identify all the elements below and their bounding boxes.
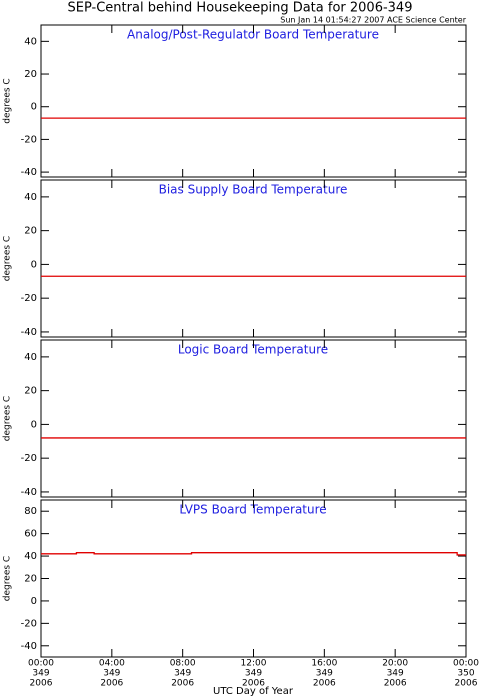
x-tick-label: 2006 <box>455 679 478 689</box>
chart-subtitle: Sun Jan 14 01:54:27 2007 ACE Science Cen… <box>280 16 466 25</box>
plot-frame <box>40 499 467 658</box>
x-tick-label: 20:00 <box>382 659 408 669</box>
y-tick-label: 40 <box>24 551 37 562</box>
x-axis-label: UTC Day of Year <box>213 686 294 697</box>
x-tick-label: 04:00 <box>99 659 125 669</box>
data-line <box>41 552 466 556</box>
panel-title: Bias Supply Board Temperature <box>159 183 348 197</box>
x-tick-label: 08:00 <box>170 659 196 669</box>
plot-frame <box>40 339 467 498</box>
x-tick-label: 349 <box>245 669 262 679</box>
x-tick-label: 2006 <box>242 679 265 689</box>
y-tick-label: -20 <box>21 134 37 145</box>
y-axis-label: degrees C <box>3 396 13 441</box>
chart-title: SEP-Central behind Housekeeping Data for… <box>68 1 413 16</box>
x-tick-label: 350 <box>457 669 474 679</box>
plot-frame <box>40 24 467 178</box>
y-tick-label: 20 <box>24 386 37 397</box>
panel-title: Analog/Post-Regulator Board Temperature <box>127 28 379 42</box>
y-tick-label: 0 <box>31 259 37 270</box>
y-tick-label: -20 <box>21 293 37 304</box>
panel-title: Logic Board Temperature <box>178 343 328 357</box>
y-tick-label: 40 <box>24 352 37 363</box>
y-tick-label: 40 <box>24 192 37 203</box>
y-tick-label: 40 <box>24 36 37 47</box>
x-tick-label: 2006 <box>100 679 123 689</box>
y-tick-label: 0 <box>31 102 37 113</box>
x-tick-label: 16:00 <box>311 659 337 669</box>
x-tick-label: 2006 <box>313 679 336 689</box>
x-tick-label: 349 <box>316 669 333 679</box>
y-tick-label: -40 <box>21 167 37 178</box>
x-tick-label: 349 <box>32 669 49 679</box>
y-tick-label: 20 <box>24 574 37 585</box>
y-tick-label: 0 <box>31 419 37 430</box>
x-tick-label: 2006 <box>171 679 194 689</box>
y-tick-label: -40 <box>21 327 37 338</box>
y-axis-label: degrees C <box>3 556 13 601</box>
panel-title: LVPS Board Temperature <box>179 503 326 517</box>
y-tick-label: -40 <box>21 487 37 498</box>
y-axis-label: degrees C <box>3 236 13 281</box>
x-tick-label: 349 <box>103 669 120 679</box>
y-axis-label: degrees C <box>3 78 13 123</box>
y-tick-label: 80 <box>24 506 37 517</box>
x-tick-label: 12:00 <box>241 659 267 669</box>
y-tick-label: 60 <box>24 529 37 540</box>
x-tick-label: 349 <box>387 669 404 679</box>
x-tick-label: 349 <box>174 669 191 679</box>
y-tick-label: -20 <box>21 618 37 629</box>
x-tick-label: 00:00 <box>28 659 54 669</box>
y-tick-label: 20 <box>24 226 37 237</box>
y-tick-label: -20 <box>21 453 37 464</box>
x-tick-label: 00:00 <box>453 659 479 669</box>
x-tick-label: 2006 <box>30 679 53 689</box>
y-tick-label: 20 <box>24 69 37 80</box>
y-tick-label: 0 <box>31 596 37 607</box>
x-tick-label: 2006 <box>384 679 407 689</box>
y-tick-label: -40 <box>21 641 37 652</box>
plot-frame <box>40 179 467 338</box>
